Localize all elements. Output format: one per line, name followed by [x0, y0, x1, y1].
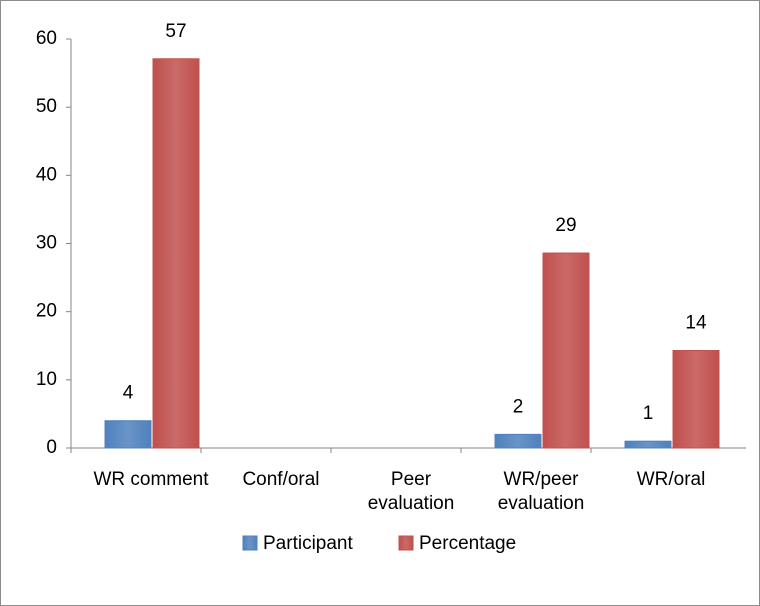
legend-label: Percentage	[419, 533, 516, 554]
data-label: 14	[685, 313, 707, 334]
legend-swatch	[242, 535, 258, 551]
y-tick-label: 20	[36, 301, 57, 322]
x-tick-label: WR/oral	[636, 469, 706, 490]
y-tick-label: 10	[36, 369, 57, 390]
x-tick-label: WR/peer evaluation	[497, 469, 585, 514]
x-tick-label: WR comment	[93, 469, 209, 490]
data-label: 1	[643, 403, 654, 424]
data-label: 2	[513, 396, 524, 417]
bar	[672, 350, 720, 449]
bar	[152, 58, 200, 449]
bar	[494, 433, 542, 449]
y-tick-label: 50	[36, 96, 57, 117]
data-label: 29	[555, 215, 576, 236]
y-tick-label: 0	[46, 437, 57, 458]
y-tick-label: 60	[36, 28, 57, 49]
y-tick-label: 30	[36, 233, 57, 254]
legend-swatch	[398, 535, 414, 551]
data-label: 4	[123, 383, 134, 404]
legend-label: Participant	[263, 533, 353, 554]
x-tick-label: Conf/oral	[242, 469, 320, 490]
y-tick-label: 40	[36, 164, 57, 185]
bar	[624, 440, 672, 449]
bar	[104, 420, 152, 449]
bar	[542, 252, 590, 449]
data-label: 57	[165, 21, 186, 42]
x-tick-label: Peer evaluation	[367, 469, 455, 514]
